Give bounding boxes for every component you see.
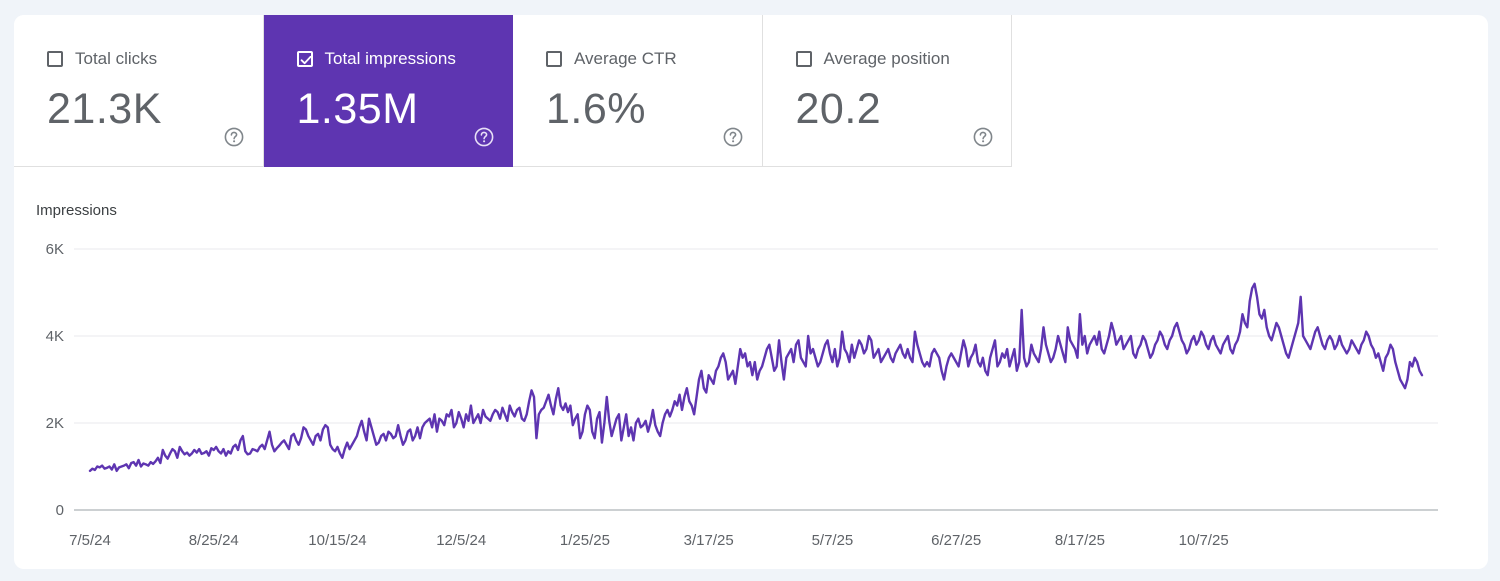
x-tick-label: 8/17/25: [1055, 532, 1105, 549]
checkbox-total-clicks[interactable]: [47, 51, 63, 67]
checkbox-average-position[interactable]: [795, 51, 812, 67]
metric-tile-total-clicks[interactable]: Total clicks 21.3K: [14, 15, 264, 167]
y-tick-label: 6K: [46, 241, 64, 258]
x-tick-label: 10/7/25: [1179, 532, 1229, 549]
metric-tile-average-position[interactable]: Average position 20.2: [762, 15, 1012, 167]
metric-label: Total clicks: [75, 49, 158, 68]
x-tick-label: 6/27/25: [931, 532, 981, 549]
metric-label: Average position: [823, 49, 950, 68]
metric-value: 21.3K: [47, 85, 162, 133]
check-icon: [300, 55, 311, 65]
y-axis-title: Impressions: [36, 202, 117, 219]
x-tick-label: 3/17/25: [684, 532, 734, 549]
checkbox-total-impressions[interactable]: [296, 51, 313, 67]
y-tick-label: 0: [56, 502, 64, 519]
x-tick-label: 5/7/25: [812, 532, 854, 549]
metric-label: Total impressions: [324, 49, 456, 68]
metric-value: 1.35M: [296, 85, 419, 133]
x-tick-label: 1/25/25: [560, 532, 610, 549]
help-circle-icon[interactable]: [224, 127, 244, 147]
impressions-chart: 0 2K 4K 6K 7/5/24 8/25/24 10/15/24 12/5/24 1/25/…: [14, 167, 1488, 567]
metric-tiles: Total clicks 21.3K Total impressions 1.3…: [14, 15, 1012, 167]
x-tick-label: 12/5/24: [436, 532, 486, 549]
metric-label: Average CTR: [574, 49, 677, 68]
checkbox-average-ctr[interactable]: [546, 51, 562, 67]
help-circle-icon[interactable]: [973, 127, 993, 147]
help-circle-icon[interactable]: [474, 127, 494, 147]
x-tick-label: 8/25/24: [189, 532, 239, 549]
impressions-line: [88, 282, 1424, 473]
x-tick-label: 10/15/24: [308, 532, 366, 549]
metric-tile-average-ctr[interactable]: Average CTR 1.6%: [513, 15, 763, 167]
y-tick-label: 4K: [46, 328, 64, 345]
metric-value: 1.6%: [546, 85, 647, 133]
x-tick-label: 7/5/24: [69, 532, 111, 549]
chart-svg: 0 2K 4K 6K 7/5/24 8/25/24 10/15/24 12/5/24 1/25/…: [46, 241, 1438, 549]
metric-value: 20.2: [795, 85, 882, 133]
y-tick-label: 2K: [46, 415, 64, 432]
performance-card: Total clicks 21.3K Total impressions 1.3…: [14, 15, 1488, 569]
metric-tile-total-impressions[interactable]: Total impressions 1.35M: [263, 15, 513, 167]
help-circle-icon[interactable]: [723, 127, 743, 147]
